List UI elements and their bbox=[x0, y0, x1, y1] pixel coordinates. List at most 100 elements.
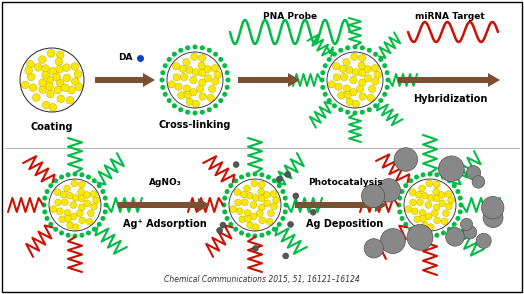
Circle shape bbox=[213, 103, 218, 108]
Circle shape bbox=[251, 180, 258, 187]
Circle shape bbox=[461, 218, 473, 230]
Circle shape bbox=[222, 92, 227, 97]
Circle shape bbox=[410, 199, 417, 206]
Circle shape bbox=[213, 52, 218, 57]
Circle shape bbox=[277, 183, 282, 188]
Circle shape bbox=[350, 88, 357, 96]
Circle shape bbox=[236, 208, 243, 215]
Circle shape bbox=[447, 197, 454, 204]
Circle shape bbox=[42, 209, 47, 214]
Text: Coating: Coating bbox=[31, 122, 73, 132]
Circle shape bbox=[428, 195, 434, 201]
Circle shape bbox=[103, 196, 108, 201]
Circle shape bbox=[373, 103, 378, 108]
Circle shape bbox=[264, 192, 270, 198]
Text: Ag Deposition: Ag Deposition bbox=[307, 219, 384, 229]
Circle shape bbox=[225, 216, 230, 221]
Circle shape bbox=[441, 218, 448, 225]
Circle shape bbox=[86, 175, 91, 180]
Circle shape bbox=[258, 195, 265, 202]
Circle shape bbox=[343, 59, 350, 66]
Circle shape bbox=[332, 63, 340, 70]
Circle shape bbox=[246, 233, 250, 238]
Circle shape bbox=[452, 222, 457, 227]
Circle shape bbox=[425, 202, 432, 208]
Circle shape bbox=[90, 191, 97, 197]
Circle shape bbox=[74, 70, 82, 78]
Circle shape bbox=[209, 85, 216, 93]
Circle shape bbox=[41, 203, 47, 208]
Circle shape bbox=[356, 85, 364, 92]
Circle shape bbox=[433, 188, 440, 195]
Circle shape bbox=[42, 65, 49, 72]
Circle shape bbox=[186, 98, 193, 106]
Circle shape bbox=[225, 70, 230, 75]
Circle shape bbox=[91, 203, 97, 210]
Circle shape bbox=[434, 172, 440, 177]
Circle shape bbox=[250, 202, 257, 208]
Circle shape bbox=[345, 110, 350, 115]
Circle shape bbox=[192, 44, 198, 49]
Circle shape bbox=[66, 172, 71, 177]
Circle shape bbox=[452, 183, 457, 188]
Circle shape bbox=[78, 204, 85, 211]
Circle shape bbox=[192, 69, 200, 76]
Circle shape bbox=[264, 200, 270, 207]
Circle shape bbox=[350, 76, 357, 83]
Circle shape bbox=[207, 94, 214, 101]
Circle shape bbox=[48, 222, 53, 227]
Circle shape bbox=[233, 227, 238, 232]
Circle shape bbox=[266, 175, 271, 180]
Circle shape bbox=[328, 81, 335, 88]
Circle shape bbox=[216, 227, 223, 233]
Circle shape bbox=[47, 90, 54, 98]
Circle shape bbox=[442, 210, 449, 217]
Circle shape bbox=[222, 63, 227, 68]
Circle shape bbox=[397, 196, 402, 201]
Circle shape bbox=[179, 65, 187, 73]
Circle shape bbox=[59, 175, 64, 180]
Circle shape bbox=[339, 65, 346, 73]
Circle shape bbox=[246, 172, 250, 177]
Circle shape bbox=[310, 209, 316, 215]
Circle shape bbox=[159, 78, 165, 83]
Circle shape bbox=[253, 233, 257, 238]
Circle shape bbox=[272, 197, 279, 204]
Circle shape bbox=[45, 189, 50, 194]
Circle shape bbox=[59, 216, 66, 223]
Circle shape bbox=[338, 107, 343, 112]
Circle shape bbox=[285, 171, 291, 178]
Circle shape bbox=[78, 195, 85, 202]
Circle shape bbox=[104, 203, 108, 208]
Circle shape bbox=[172, 103, 177, 108]
Circle shape bbox=[272, 178, 277, 183]
Circle shape bbox=[71, 63, 79, 70]
Circle shape bbox=[283, 209, 288, 214]
Circle shape bbox=[222, 209, 227, 214]
Circle shape bbox=[101, 189, 105, 194]
Circle shape bbox=[191, 53, 198, 60]
Circle shape bbox=[445, 191, 452, 197]
FancyArrow shape bbox=[238, 73, 300, 87]
Circle shape bbox=[167, 57, 172, 62]
Circle shape bbox=[272, 227, 277, 232]
Circle shape bbox=[416, 191, 422, 198]
Circle shape bbox=[199, 93, 206, 100]
Circle shape bbox=[280, 189, 286, 194]
Circle shape bbox=[346, 98, 353, 106]
Circle shape bbox=[228, 222, 233, 227]
Circle shape bbox=[242, 199, 248, 206]
Circle shape bbox=[67, 222, 73, 229]
Circle shape bbox=[351, 53, 358, 60]
Circle shape bbox=[71, 78, 79, 85]
Text: DA: DA bbox=[118, 53, 132, 62]
Circle shape bbox=[29, 84, 37, 91]
Circle shape bbox=[408, 227, 413, 232]
Circle shape bbox=[397, 203, 401, 208]
Circle shape bbox=[419, 209, 426, 216]
Circle shape bbox=[185, 45, 190, 50]
Circle shape bbox=[60, 191, 67, 198]
Circle shape bbox=[352, 100, 359, 108]
Circle shape bbox=[39, 79, 46, 87]
Circle shape bbox=[433, 204, 440, 211]
